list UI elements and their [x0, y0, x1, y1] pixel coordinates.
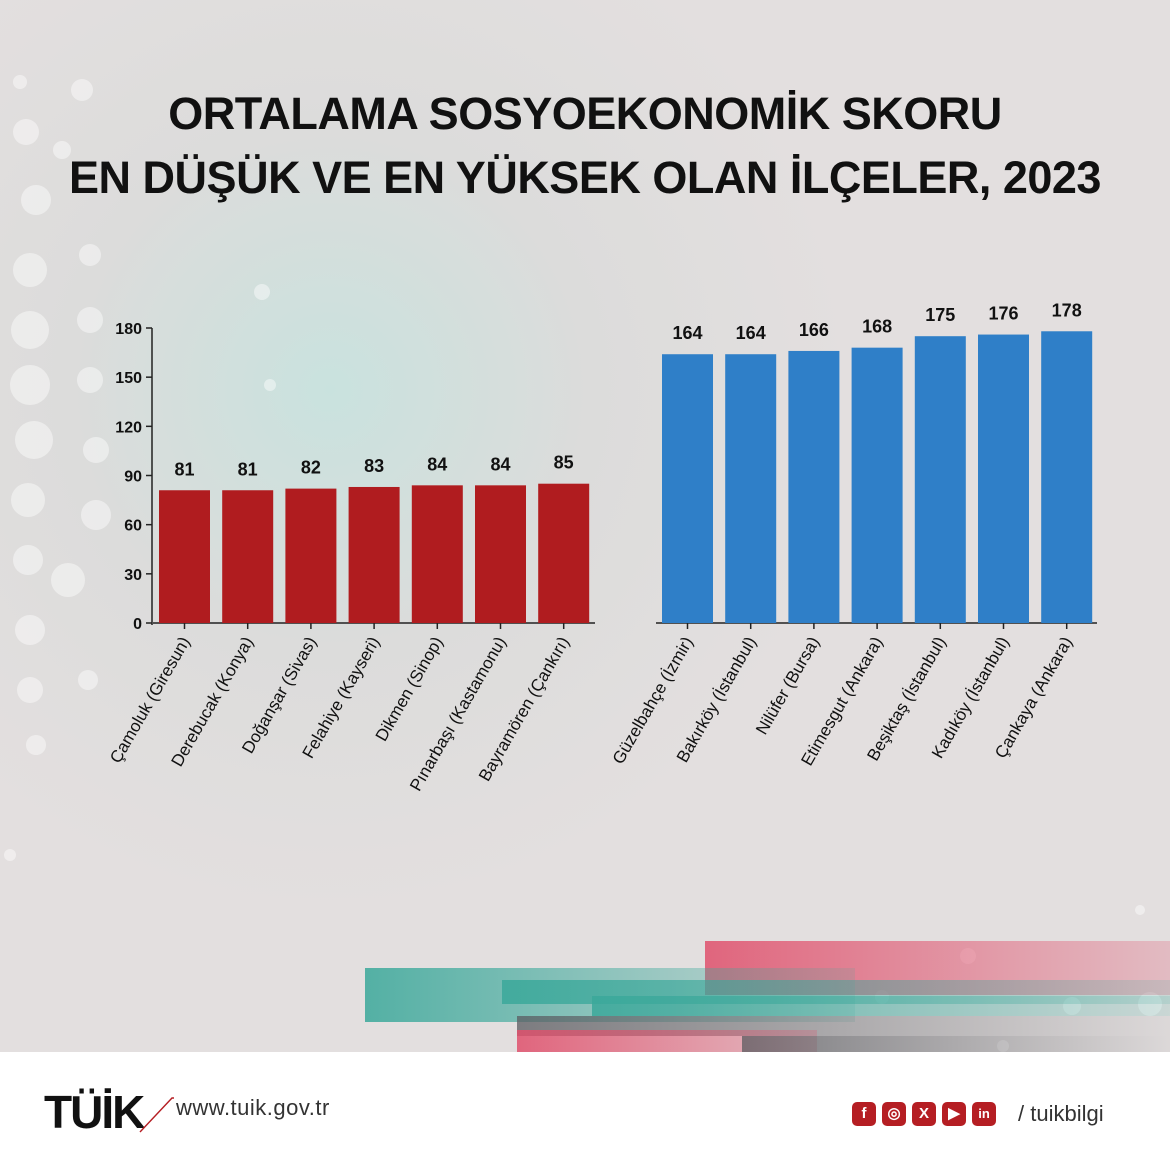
bar	[788, 351, 839, 623]
data-label: 164	[736, 323, 766, 343]
bar	[222, 490, 273, 623]
bar	[475, 485, 526, 623]
y-tick-label: 120	[115, 419, 142, 436]
bar	[915, 336, 966, 623]
logo-text: TÜİK	[44, 1086, 145, 1138]
bar	[349, 487, 400, 623]
data-label: 168	[862, 317, 892, 337]
linkedin-icon[interactable]: in	[972, 1102, 996, 1126]
data-label: 83	[364, 456, 384, 476]
bar	[662, 354, 713, 623]
bar	[538, 484, 589, 623]
data-label: 84	[427, 454, 447, 474]
social-handle: / tuikbilgi	[1018, 1101, 1104, 1127]
website-link[interactable]: www.tuik.gov.tr	[176, 1095, 330, 1121]
bar	[725, 354, 776, 623]
social-icons: f ◎ X ▶ in	[852, 1102, 996, 1126]
footer: TÜİK www.tuik.gov.tr f ◎ X ▶ in / tuikbilgi	[0, 1052, 1170, 1166]
data-label: 85	[554, 453, 574, 473]
y-tick-label: 30	[124, 567, 142, 584]
data-label: 84	[490, 454, 510, 474]
bar	[285, 489, 336, 623]
logo-swoosh	[140, 1098, 174, 1132]
tuik-logo: TÜİK	[44, 1078, 174, 1138]
data-label: 81	[174, 459, 194, 479]
facebook-icon[interactable]: f	[852, 1102, 876, 1126]
y-tick-label: 90	[124, 469, 142, 486]
y-tick-label: 60	[124, 518, 142, 535]
bar	[1041, 331, 1092, 623]
data-label: 166	[799, 320, 829, 340]
data-label: 176	[988, 304, 1018, 324]
category-label: Nilüfer (Bursa)	[752, 634, 823, 738]
data-label: 81	[238, 459, 258, 479]
data-label: 164	[672, 323, 702, 343]
data-label: 175	[925, 305, 955, 325]
x-icon[interactable]: X	[912, 1102, 936, 1126]
category-label: Dikmen (Sinop)	[372, 634, 447, 745]
bar	[852, 348, 903, 623]
bar	[412, 485, 463, 623]
youtube-icon[interactable]: ▶	[942, 1102, 966, 1126]
y-tick-label: 0	[133, 616, 142, 633]
data-label: 82	[301, 458, 321, 478]
y-tick-label: 180	[115, 321, 142, 338]
bar	[978, 335, 1029, 623]
y-tick-label: 150	[115, 370, 142, 387]
instagram-icon[interactable]: ◎	[882, 1102, 906, 1126]
bar	[159, 490, 210, 623]
data-label: 178	[1052, 300, 1082, 320]
